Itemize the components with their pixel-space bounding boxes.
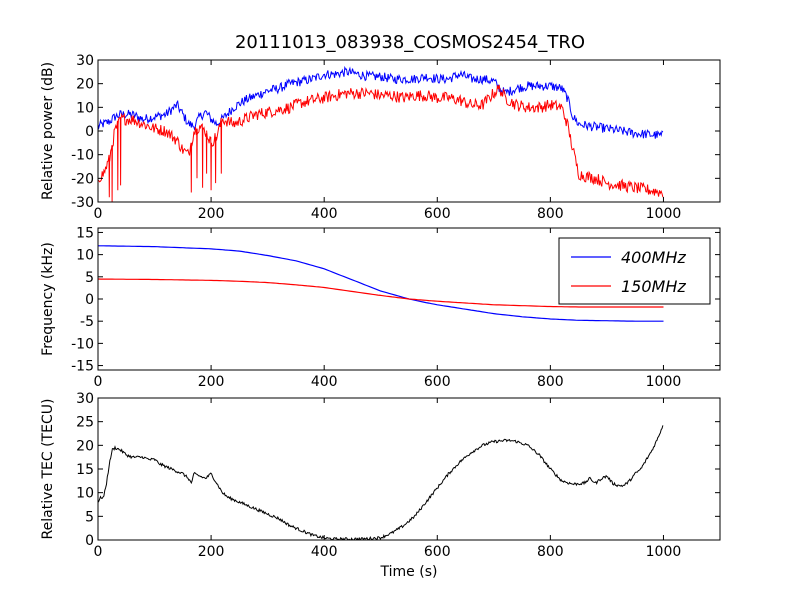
x-tick-label: 1000 bbox=[646, 206, 682, 222]
y-tick-label: -10 bbox=[71, 336, 94, 352]
x-tick-label: 600 bbox=[424, 544, 451, 560]
series-line-1-1 bbox=[98, 65, 664, 139]
x-axis-label: Time (s) bbox=[380, 564, 438, 580]
y-tick-label: 10 bbox=[76, 248, 94, 264]
x-tick-label: 200 bbox=[198, 374, 225, 390]
y-tick-label: 5 bbox=[85, 270, 94, 286]
y-tick-label: 25 bbox=[76, 415, 94, 431]
y-tick-label: 0 bbox=[85, 292, 94, 308]
y-tick-label: -5 bbox=[80, 314, 94, 330]
x-tick-label: 600 bbox=[424, 206, 451, 222]
x-tick-label: 800 bbox=[537, 206, 564, 222]
legend-box bbox=[558, 237, 711, 305]
y-tick-label: -10 bbox=[71, 148, 94, 164]
y-axis-label: Relative power (dB) bbox=[40, 62, 56, 200]
x-tick-label: 200 bbox=[198, 544, 225, 560]
legend-label: 150MHz bbox=[621, 277, 686, 296]
subplot-2: 0 200 400 600 800 1000 -15 -10 -5 0 5 10 15 Frequency… bbox=[40, 225, 721, 390]
x-tick-label: 0 bbox=[94, 374, 103, 390]
y-tick-label: 20 bbox=[76, 438, 94, 454]
y-axis-label: Frequency (kHz) bbox=[40, 242, 56, 356]
series-line-3-1 bbox=[98, 425, 664, 540]
y-tick-label: 10 bbox=[76, 486, 94, 502]
y-tick-label: 5 bbox=[85, 509, 94, 525]
y-tick-label: 15 bbox=[76, 225, 94, 241]
x-tick-label: 0 bbox=[94, 206, 103, 222]
y-tick-label: 20 bbox=[76, 77, 94, 93]
x-tick-label: 600 bbox=[424, 374, 451, 390]
x-tick-label: 400 bbox=[311, 374, 338, 390]
series-line-2-1 bbox=[98, 245, 664, 322]
legend: 400MHz 150MHz bbox=[558, 237, 711, 305]
series-line-1-2 bbox=[98, 84, 664, 202]
y-axis-label: Relative TEC (TECU) bbox=[40, 399, 56, 540]
x-tick-label: 800 bbox=[537, 374, 564, 390]
x-tick-label: 1000 bbox=[646, 544, 682, 560]
y-tick-label: 0 bbox=[85, 533, 94, 549]
series-line-2-2 bbox=[98, 278, 664, 308]
x-tick-label: 400 bbox=[311, 544, 338, 560]
y-tick-label: -15 bbox=[71, 359, 94, 375]
subplot-1: 0 200 400 600 800 1000 -30 -20 -10 0 10 20 30 Relativ… bbox=[40, 53, 721, 222]
y-tick-label: -30 bbox=[71, 195, 94, 211]
subplot-3: 0 200 400 600 800 1000 0 5 10 15 20 25 30 Relative TE… bbox=[40, 391, 721, 580]
y-tick-label: 30 bbox=[76, 391, 94, 407]
y-tick-label: 0 bbox=[85, 124, 94, 140]
figure-title: 20111013_083938_COSMOS2454_TRO bbox=[235, 32, 585, 53]
x-tick-label: 200 bbox=[198, 206, 225, 222]
y-tick-label: 30 bbox=[76, 53, 94, 69]
y-tick-label: -20 bbox=[71, 171, 94, 187]
x-tick-label: 1000 bbox=[646, 374, 682, 390]
x-tick-label: 0 bbox=[94, 544, 103, 560]
y-tick-label: 10 bbox=[76, 100, 94, 116]
legend-label: 400MHz bbox=[621, 248, 686, 267]
y-tick-label: 15 bbox=[76, 462, 94, 478]
x-tick-label: 800 bbox=[537, 544, 564, 560]
x-tick-label: 400 bbox=[311, 206, 338, 222]
